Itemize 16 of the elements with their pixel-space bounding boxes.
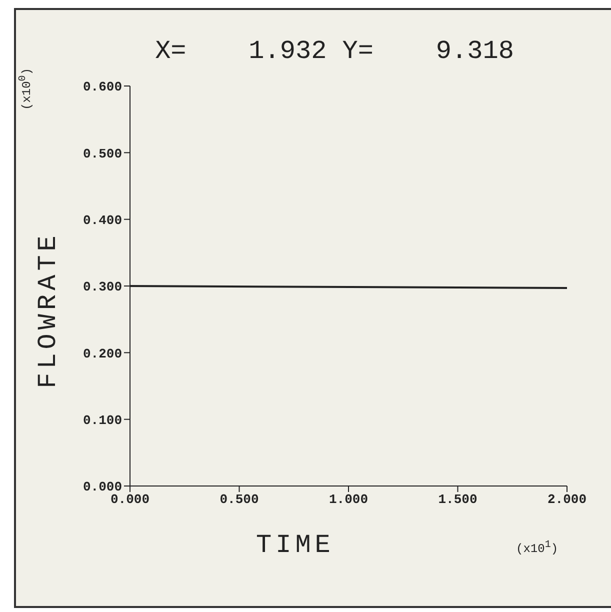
chart-title: X= 1.932 Y= 9.318 bbox=[154, 36, 515, 66]
text: (x10$^{1}$) bbox=[516, 540, 558, 556]
x-tick-label: 0.500 bbox=[220, 492, 259, 508]
y-tick-label: 0.100 bbox=[82, 412, 122, 428]
y-tick-label: 0.000 bbox=[82, 480, 122, 495]
y-tick-label: 0.300 bbox=[82, 280, 122, 295]
y-tick-label: 0.500 bbox=[82, 146, 122, 162]
y-tick-label: 0.200 bbox=[82, 346, 122, 362]
x-tick-label: 1.500 bbox=[438, 492, 478, 508]
x-tick-label: 1.000 bbox=[328, 492, 368, 508]
y-axis-title: FLOWRATE bbox=[33, 232, 63, 388]
x-tick-label: 2.000 bbox=[547, 492, 587, 508]
x-tick-label: 0.000 bbox=[110, 492, 150, 508]
y-tick-label: 0.400 bbox=[82, 212, 122, 228]
y-tick-label: 0.600 bbox=[82, 80, 122, 95]
x-axis-title: TIME bbox=[256, 530, 334, 560]
